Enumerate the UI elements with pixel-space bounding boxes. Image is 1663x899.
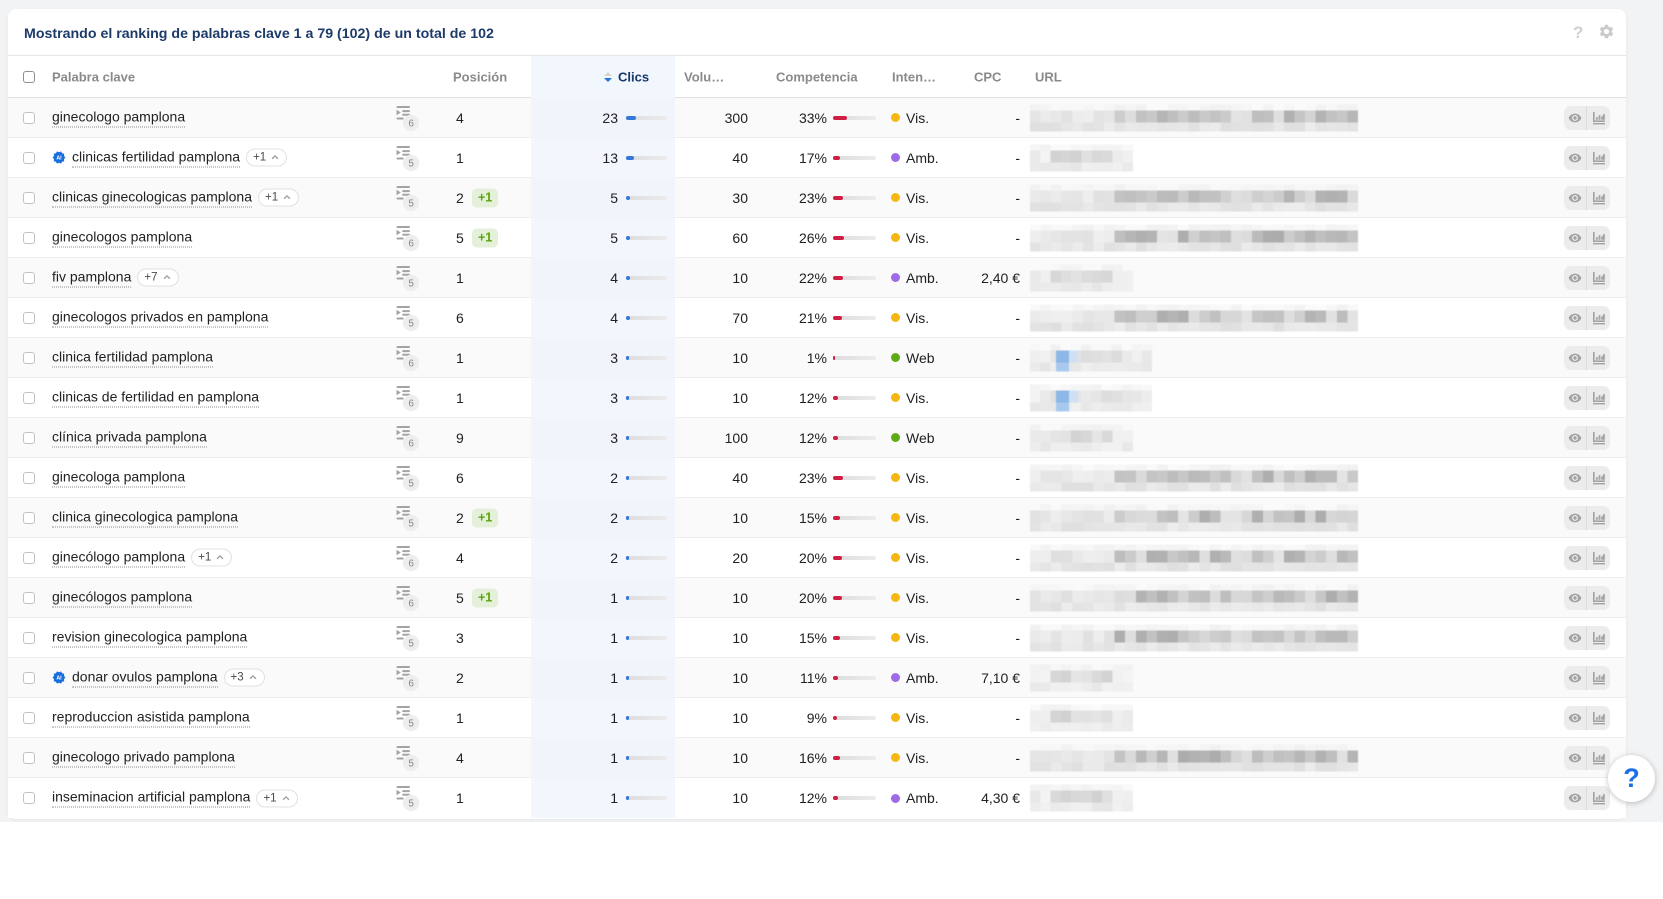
svg-text:5: 5 <box>408 318 414 329</box>
svg-text:5: 5 <box>408 478 414 489</box>
svg-text:5: 5 <box>408 718 414 729</box>
svg-text:6: 6 <box>408 118 414 129</box>
svg-text:6: 6 <box>408 558 414 569</box>
svg-text:5: 5 <box>408 518 414 529</box>
svg-text:5: 5 <box>408 799 414 810</box>
svg-text:AI: AI <box>56 676 62 682</box>
svg-text:5: 5 <box>408 198 414 209</box>
svg-text:5: 5 <box>408 278 414 289</box>
svg-text:6: 6 <box>408 678 414 689</box>
svg-text:6: 6 <box>408 398 414 409</box>
svg-text:6: 6 <box>408 358 414 369</box>
svg-text:6: 6 <box>408 598 414 609</box>
svg-text:6: 6 <box>408 438 414 449</box>
svg-text:5: 5 <box>408 758 414 769</box>
svg-text:AI: AI <box>56 156 62 162</box>
svg-text:6: 6 <box>408 238 414 249</box>
svg-text:5: 5 <box>408 638 414 649</box>
svg-text:5: 5 <box>408 158 414 169</box>
